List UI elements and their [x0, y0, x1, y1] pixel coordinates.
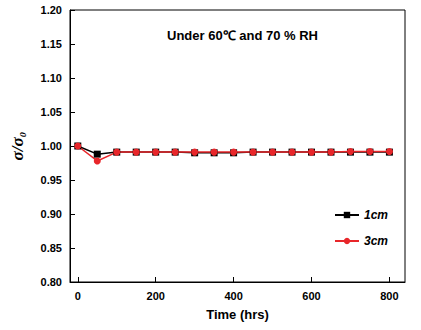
svg-text:800: 800: [380, 290, 398, 302]
svg-text:1.20: 1.20: [41, 4, 62, 16]
svg-text:1cm: 1cm: [364, 208, 388, 222]
svg-text:1.00: 1.00: [41, 140, 62, 152]
svg-text:Time (hrs): Time (hrs): [206, 307, 269, 322]
svg-text:0: 0: [75, 290, 81, 302]
svg-text:0.85: 0.85: [41, 242, 62, 254]
svg-text:0.80: 0.80: [41, 276, 62, 288]
svg-text:0.95: 0.95: [41, 174, 62, 186]
svg-text:0.90: 0.90: [41, 208, 62, 220]
svg-text:200: 200: [147, 290, 165, 302]
svg-text:3cm: 3cm: [364, 234, 388, 248]
svg-text:400: 400: [224, 290, 242, 302]
svg-text:1.15: 1.15: [41, 38, 62, 50]
svg-text:600: 600: [302, 290, 320, 302]
svg-text:σ/σ₀: σ/σ₀: [8, 131, 27, 160]
svg-text:1.10: 1.10: [41, 72, 62, 84]
svg-text:1.05: 1.05: [41, 106, 62, 118]
svg-text:Under 60℃ and 70 % RH: Under 60℃ and 70 % RH: [167, 28, 318, 43]
